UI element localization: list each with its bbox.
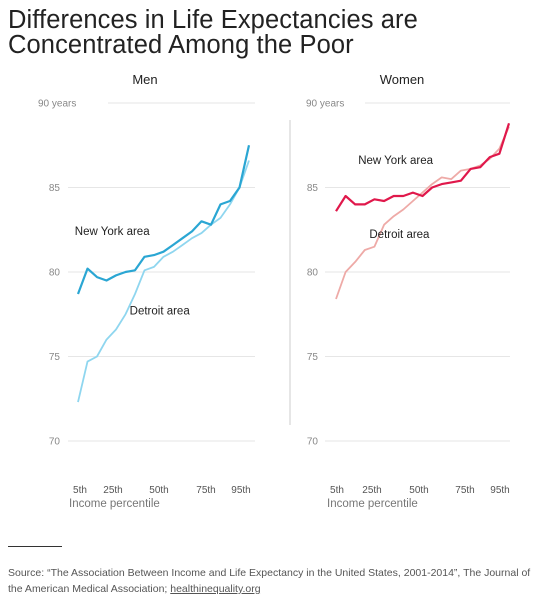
panel-men: Men 90 years 85 80 75 70 5th 25th 50th 75th 95th In… <box>38 72 255 510</box>
y-tick-label: 80 <box>49 268 61 279</box>
x-tick-label: 25th <box>103 485 122 496</box>
series-line-new-york-area <box>335 122 511 212</box>
source-link[interactable]: healthinequality.org <box>170 583 261 595</box>
y-tick-label: 85 <box>49 183 61 194</box>
x-tick-label: 75th <box>455 485 474 496</box>
series-label: New York area <box>75 226 150 238</box>
x-axis-label: Income percentile <box>69 498 160 510</box>
source-text: Source: “The Association Between Income … <box>8 567 531 595</box>
x-tick-label: 95th <box>231 485 250 496</box>
y-tick-label: 75 <box>49 352 61 363</box>
y-tick-label: 90 years <box>38 99 76 110</box>
series-line-detroit-area <box>335 126 510 300</box>
x-tick-label: 50th <box>409 485 428 496</box>
title-line-1: Differences in Life Expectancies are <box>8 6 418 34</box>
source-note: Source: “The Association Between Income … <box>8 565 538 597</box>
y-tick-label: 75 <box>307 352 319 363</box>
footnote-divider <box>8 546 62 547</box>
x-tick-label: 75th <box>196 485 215 496</box>
x-tick-label: 25th <box>362 485 381 496</box>
y-tick-label: 80 <box>307 268 319 279</box>
y-tick-label: 70 <box>307 437 319 448</box>
panel-title: Men <box>132 72 157 87</box>
chart-area: Men 90 years 85 80 75 70 5th 25th 50th 75th 95th In… <box>38 72 511 510</box>
x-tick-label: 50th <box>149 485 168 496</box>
x-axis-label: Income percentile <box>327 498 418 510</box>
panel-title: Women <box>380 72 425 87</box>
series-label: Detroit area <box>130 305 191 317</box>
y-tick-label: 70 <box>49 437 61 448</box>
title-line-2: Concentrated Among the Poor <box>8 31 354 59</box>
x-tick-label: 5th <box>73 485 87 496</box>
y-tick-label: 85 <box>307 183 319 194</box>
panel-women: Women 90 years 85 80 75 70 5th 25th 50th 75th 95th… <box>306 72 511 510</box>
y-tick-label: 90 years <box>306 99 344 110</box>
chart-title: Differences in Life Expectancies are Con… <box>8 6 533 59</box>
x-tick-label: 5th <box>330 485 344 496</box>
series-line-detroit-area <box>77 160 250 403</box>
series-label: New York area <box>358 155 433 167</box>
x-tick-label: 95th <box>490 485 509 496</box>
series-label: Detroit area <box>369 229 430 241</box>
